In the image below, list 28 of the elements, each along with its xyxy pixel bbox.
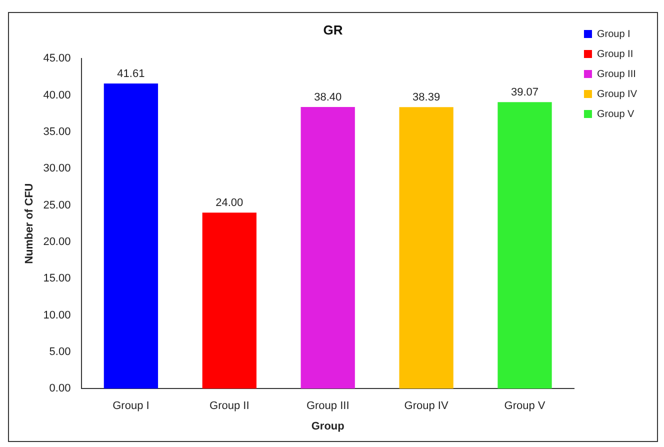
y-tick-label: 40.00 [43,89,71,102]
data-label: 41.61 [117,68,145,80]
data-label: 39.07 [510,86,539,99]
x-tick-label: Group IV [404,400,449,412]
x-tick-label: Group I [112,400,150,412]
x-tick-label: Group II [210,400,250,412]
data-label: 38.39 [412,92,440,104]
data-label: 24.00 [216,197,244,210]
x-axis-title: Group [311,420,345,432]
y-axis-title: Number of CFU [24,183,36,264]
y-tick-label: 5.00 [49,346,71,358]
y-tick-label: 0.00 [49,382,71,395]
y-tick-label: 45.00 [43,52,71,65]
y-tick-label: 20.00 [43,236,71,248]
y-tick-label: 15.00 [43,272,71,285]
legend-label: Group III [596,68,636,80]
y-tick-label: 25.00 [43,199,71,212]
y-tick-label: 35.00 [43,126,71,138]
x-tick-label: Group III [306,400,350,412]
y-tick-label: 30.00 [43,162,71,175]
chart-title: GR [323,22,344,38]
legend-label: Group V [596,108,635,120]
legend-label: Group II [596,48,634,60]
x-tick-label: Group V [504,400,546,412]
legend-label: Group IV [596,88,638,100]
data-label: 38.40 [314,92,342,104]
legend-label: Group I [596,28,630,40]
y-tick-label: 10.00 [43,309,71,322]
